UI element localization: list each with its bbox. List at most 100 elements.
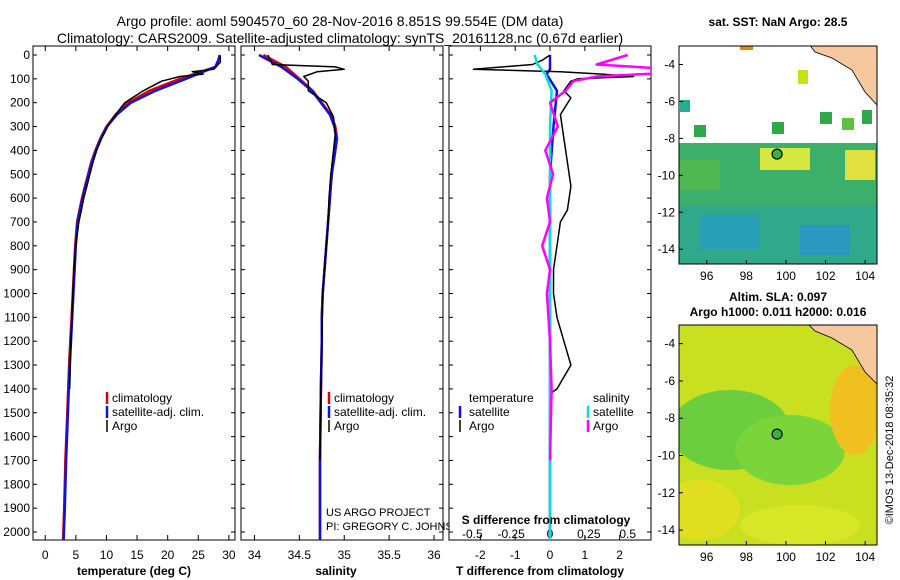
sst-patch-cool [700,215,760,250]
y-tick-label: 300 [10,120,30,134]
sst-map-title: sat. SST: NaN Argo: 28.5 [709,15,848,29]
sla-anomaly-low [735,415,845,485]
x-tick-label: 34 [248,548,262,562]
project-annotation: US ARGO PROJECT [326,507,431,519]
map-x-tick-label: 104 [855,269,875,283]
y-tick-label: 1600 [3,430,30,444]
x-tick-label: 36 [427,548,441,562]
y-tick-label: 500 [10,167,30,181]
sst-cloud-gap-pixel [694,125,706,137]
map-x-tick-label: 100 [776,269,796,283]
y-tick-label: 1200 [3,334,30,348]
map-y-tick-label: -14 [658,242,676,256]
x2-tick-label: -0.25 [497,527,525,541]
sla-anomaly-high-south [740,505,860,545]
map-x-tick-label: 100 [776,550,796,564]
legend-label-satellite: satellite-adj. clim. [334,405,426,419]
sst-pixel [772,122,784,134]
series-line-t-argo [472,54,635,395]
legend-title-temperature: temperature [469,391,534,405]
y-tick-label: 400 [10,143,30,157]
y-tick-label: 1300 [3,358,30,372]
x2-tick-label: -0.5 [462,527,483,541]
y-tick-label: 1900 [3,501,30,515]
y-tick-label: 900 [10,263,30,277]
sla-map-subtitle: Argo h1000: 0.011 h2000: 0.016 [690,305,867,319]
map-x-tick-label: 104 [855,550,875,564]
legend-label-argo: Argo [334,419,360,433]
legend-label-argo: Argo [112,419,138,433]
sst-patch-cool-east [800,225,850,255]
x-tick-label: 1 [581,548,588,562]
sla-anomaly-high [679,480,740,540]
y-tick-label: 800 [10,239,30,253]
y-tick-label: 1700 [3,453,30,467]
x-tick-label: 35.5 [377,548,401,562]
sst-pixel [820,112,832,124]
salinity-x-axis: 34 34.5 35 35.5 36 [248,46,441,562]
x-tick-label: 2 [616,548,623,562]
x2-tick-label: 0.5 [619,527,636,541]
sst-warm-pixel [740,46,753,50]
map-y-tick-label: -14 [658,523,676,537]
y-tick-label: 700 [10,215,30,229]
legend-title-salinity: salinity [593,391,630,405]
map-y-tick-label: -8 [664,131,675,145]
temperature-axes-frame [32,45,236,541]
y-tick-label: 0 [23,48,30,62]
legend-label-climatology: climatology [112,391,172,405]
y-tick-label: 200 [10,96,30,110]
map-x-tick-label: 102 [816,269,836,283]
map-x-tick-label: 102 [816,550,836,564]
map-y-tick-label: -6 [664,94,675,108]
sla-landmass [808,325,877,385]
x-tick-label: 5 [73,548,80,562]
map-y-tick-label: -10 [658,168,676,182]
sla-map-title: Altim. SLA: 0.097 [729,290,827,304]
y-tick-label: 100 [10,72,30,86]
sst-pixel [862,110,872,124]
temperature-series [61,54,222,540]
sla-map-axes: 96 98 100 102 104 -4 -6 -8 -10 -12 -14 [658,337,876,564]
series-line-s-argo [540,53,651,461]
salinity-legend: climatology satellite-adj. clim. Argo [327,391,426,433]
t-difference-xlabel: T difference from climatology [456,564,624,578]
x-tick-label: 10 [100,548,114,562]
temperature-legend: climatology satellite-adj. clim. Argo [105,391,204,433]
sst-map-field [679,46,877,264]
sst-map-frame [678,45,878,265]
s-difference-xlabel: S difference from climatology [462,513,631,527]
sla-anomaly-high-east [830,365,877,455]
x-tick-label: -1 [510,548,521,562]
difference-series [472,53,651,540]
y-tick-label: 1800 [3,477,30,491]
salinity-y-ticks [241,54,443,533]
map-y-tick-label: -10 [658,449,676,463]
legend-label-s-satellite: satellite [593,405,634,419]
x-tick-label: 0 [547,548,554,562]
argo-position-marker [771,428,783,440]
map-x-tick-label: 98 [740,550,754,564]
legend-label-satellite: satellite-adj. clim. [112,405,204,419]
map-y-tick-label: -4 [664,337,675,351]
x-tick-label: 15 [130,548,144,562]
map-x-tick-label: 98 [740,269,754,283]
difference-x-axis: -2 -1 0 1 2-0.5 -0.25 0 0.25 0.5 [462,46,636,562]
y-tick-label: 2000 [3,525,30,539]
temperature-x-axis: 0 5 10 15 20 25 30 [42,46,236,562]
x-tick-label: 30 [222,548,236,562]
x-tick-label: 25 [192,548,206,562]
imos-watermark: ©IMOS 13-Dec-2018 08:35:32 [884,376,896,525]
salinity-xlabel: salinity [315,564,357,578]
legend-label-t-satellite: satellite [469,405,510,419]
sst-patch [680,160,720,190]
sst-landmass [810,46,877,106]
pressure-axis: 0 100 200 300 400 500 600 700 800 900 1000 1100 1200… [3,48,235,539]
x-tick-label: 35 [338,548,352,562]
figure-title-line2: Climatology: CARS2009. Satellite-adjuste… [57,30,623,46]
difference-panel: -2 -1 0 1 2-0.5 -0.25 0 0.25 0.5 S difference fr… [448,45,652,578]
y-tick-label: 1500 [3,406,30,420]
legend-label-s-argo: Argo [593,419,619,433]
difference-y-ticks [449,54,651,533]
